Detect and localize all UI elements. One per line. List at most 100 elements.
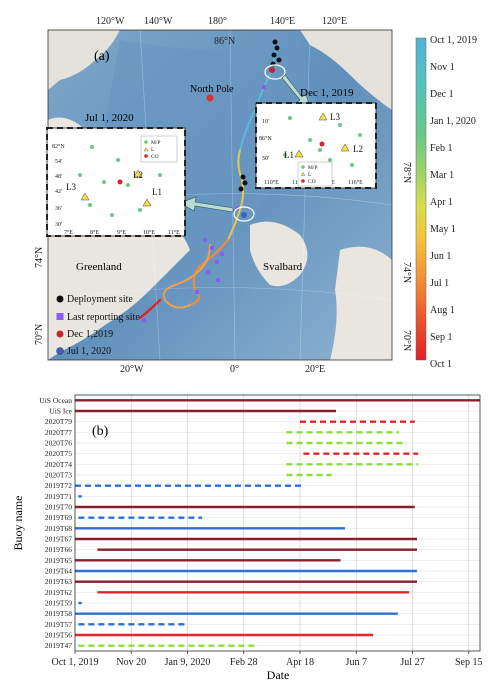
x-tick-labels: Oct 1, 2019 Nov 20 Jan 9, 2020 Feb 28 Apr 18…	[52, 657, 483, 668]
colorbar-label: Oct 1	[430, 359, 452, 370]
colorbar-label: Jun 1	[430, 251, 451, 262]
buoy-name-label: 2019T71	[45, 492, 72, 501]
colorbar-label: Jul 1	[430, 278, 449, 289]
top-lon-label: 140°E	[270, 16, 295, 27]
inset-jul-lon: 7°E	[64, 229, 73, 236]
inset-dec-lon: 110°E	[264, 179, 279, 186]
north-pole-marker	[206, 94, 214, 102]
colorbar-label: Aug 1	[430, 305, 455, 316]
inset-jul-site: L2	[133, 170, 143, 180]
buoy-name-label: 2019T65	[45, 556, 72, 565]
buoy-name-label: 2019T72	[45, 481, 72, 490]
right-lat-label: 74°N	[401, 262, 412, 283]
inset-dec-lat: 10'	[262, 119, 269, 125]
deployment-sites	[238, 39, 282, 192]
x-tick-label: Jun 7	[346, 657, 367, 668]
buoy-name-label: UiS Ocean	[39, 396, 72, 405]
inset-jul-site: L1	[152, 187, 162, 197]
inset-jul-lat: 42'	[55, 189, 62, 195]
buoy-name-label: 2020T73	[45, 471, 72, 480]
inset-dec-legend: CO	[308, 179, 316, 185]
inset-jul-legend: L	[151, 147, 155, 153]
inset-dec-site: L3	[330, 112, 340, 122]
legend-last-reporting: Last reporting site	[67, 312, 140, 323]
colorbar-label: Oct 1, 2019	[430, 35, 477, 46]
inset-jul-lon: 11°E	[168, 229, 180, 236]
inset-jul-lat: 36'	[55, 206, 62, 212]
x-tick-label: Sep 15	[455, 657, 483, 668]
inset-jul-2020: Jul 1, 2020 82°N 54' 48' 42' 36' 30' 7°E…	[46, 112, 186, 237]
buoy-name-label: 2019T62	[45, 588, 72, 597]
buoy-name-label: 2019T57	[45, 620, 72, 629]
right-lat-label: 70°N	[401, 330, 412, 351]
colorbar-label: Nov 1	[430, 62, 455, 73]
svalbard-land	[250, 221, 308, 287]
legend-jul-2020: Jul 1, 2020	[67, 346, 111, 357]
left-lat-label: 74°N	[34, 247, 45, 268]
colorbar-label: Apr 1	[430, 197, 453, 208]
arrow-to-dec-inset	[281, 74, 311, 109]
chart-grid	[74, 395, 480, 654]
plot-frame	[74, 394, 481, 652]
bottom-lon-label: 20°E	[305, 364, 325, 375]
buoy-name-label: 2019T47	[45, 641, 72, 650]
inset-dec-legend: L	[308, 172, 312, 178]
x-tick-label: Oct 1, 2019	[52, 657, 99, 668]
panel-b-label: (b)	[92, 424, 109, 439]
buoy-name-label: 2019T59	[45, 599, 72, 608]
buoy-name-label: 2019T70	[45, 503, 72, 512]
colorbar-label: Sep 1	[430, 332, 453, 343]
chart-bars	[75, 399, 480, 647]
colorbar-label: Mar 1	[430, 170, 454, 181]
buoy-name-label: 2019T58	[45, 609, 72, 618]
top-lon-label: 180°	[208, 16, 227, 27]
buoy-name-label: 2019T56	[45, 631, 72, 640]
right-lat-label: 78°N	[401, 162, 412, 183]
legend-dec-2019: Dec 1,2019	[67, 329, 113, 340]
inset-jul-lon: 10°E	[143, 229, 155, 236]
x-tick-label: Apr 18	[286, 657, 314, 668]
top-lon-label: 120°E	[322, 16, 347, 27]
inset-jul-site: L3	[66, 182, 76, 192]
dec-2019-marker	[269, 67, 275, 73]
buoy-name-label: 2020T77	[45, 428, 72, 437]
colorbar-label: Feb 1	[430, 143, 453, 154]
inset-dec-site: L2	[353, 144, 363, 154]
buoy-name-label: 2019T69	[45, 513, 72, 522]
x-axis-title: Date	[267, 668, 290, 681]
buoy-name-label: 2019T64	[45, 567, 72, 576]
buoy-name-label: 2019T63	[45, 577, 72, 586]
last-reporting-sites	[142, 85, 266, 322]
drift-track	[138, 47, 277, 320]
bottom-lon-label: 20°W	[120, 364, 144, 375]
buoy-name-label: 2019T67	[45, 535, 72, 544]
buoy-name-label: UiS Ice	[49, 407, 72, 416]
buoy-name-label: 2020T74	[45, 460, 72, 469]
inset-jul-lat: 82°N	[52, 143, 65, 150]
x-tick-label: Jan 9, 2020	[165, 657, 211, 668]
bottom-lon-label: 0°	[230, 364, 239, 375]
x-tick-label: Feb 28	[230, 657, 258, 668]
jul-2020-marker	[241, 212, 247, 218]
svalbard-label: Svalbard	[263, 261, 303, 273]
inset-dec-lat: 86°N	[259, 135, 272, 142]
inset-dec-legend: M/P	[308, 165, 317, 171]
inset-jul-title: Jul 1, 2020	[85, 112, 134, 124]
buoy-name-label: 2020T75	[45, 449, 72, 458]
map-legend: Deployment site Last reporting site Dec …	[56, 294, 140, 357]
colorbar-labels: Oct 1, 2019 Nov 1 Dec 1 Jan 1, 2020 Feb 1 Mar…	[430, 35, 477, 370]
north-pole-label: North Pole	[190, 84, 234, 95]
drift-map: (a) North Pole Greenland Svalbard 120°W …	[34, 16, 477, 375]
inset-jul-legend: CO	[151, 154, 159, 160]
x-tick-label: Jul 27	[400, 657, 424, 668]
buoy-name-label: 2019T68	[45, 524, 72, 533]
inset-jul-legend: M/P	[151, 140, 160, 146]
colorbar-label: Jan 1, 2020	[430, 116, 476, 127]
top-lat-label: 86°N	[214, 36, 235, 47]
colorbar-label: May 1	[430, 224, 456, 235]
x-tick-label: Nov 20	[116, 657, 146, 668]
inset-jul-lat: 54'	[55, 159, 62, 165]
inset-dec-title: Dec 1, 2019	[300, 87, 354, 99]
